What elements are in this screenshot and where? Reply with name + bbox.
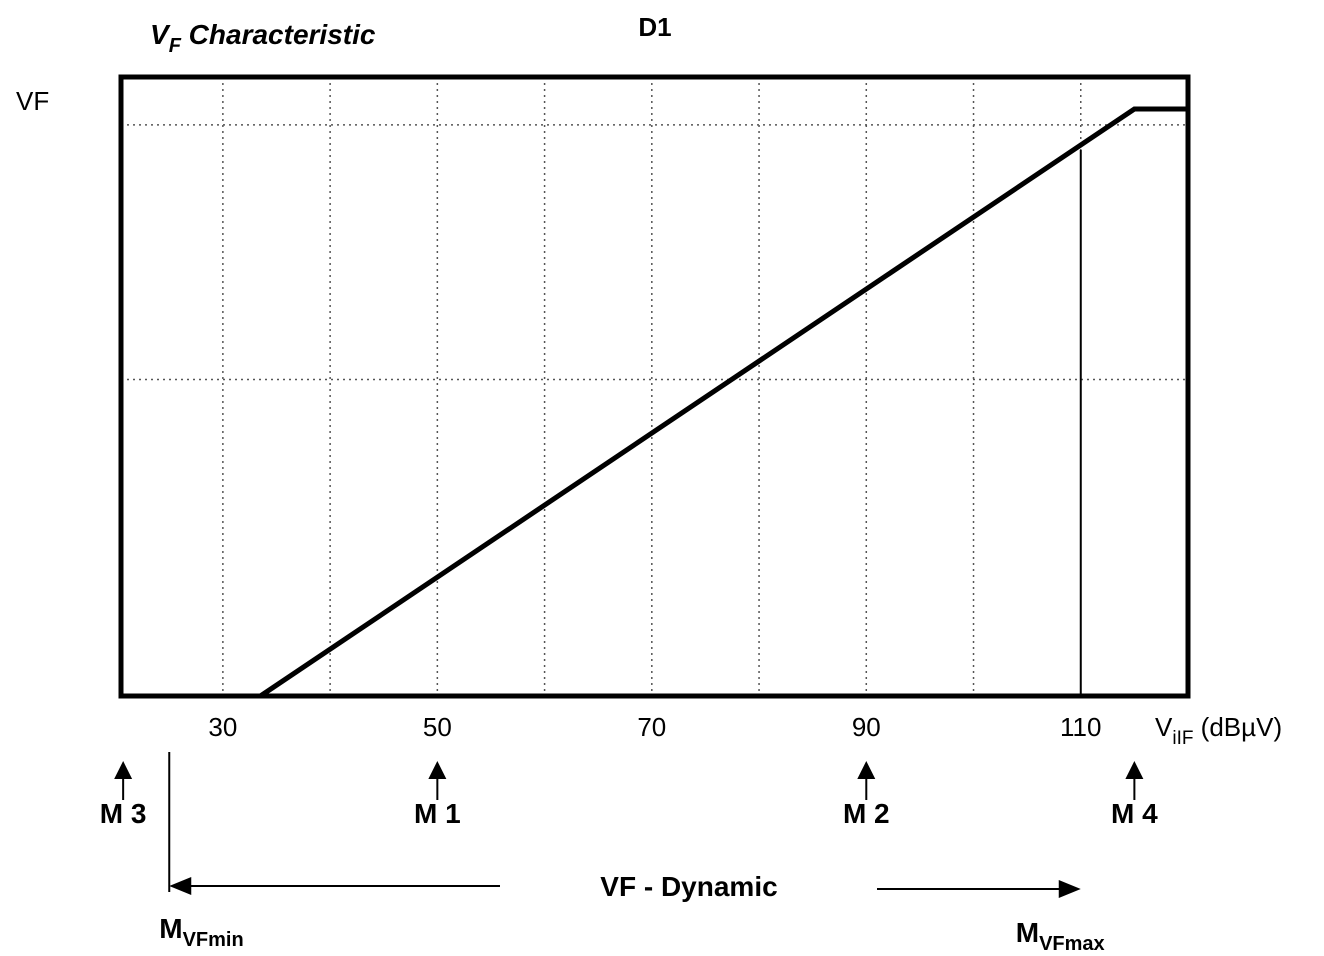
dynamic-right-arrowhead [1058,880,1081,898]
marker-arrows: M 3 M 1 M 2 M 4 [100,761,1158,829]
x-axis-label: ViIF (dBµV) [1155,712,1282,749]
chart-title-rest: Characteristic [181,19,376,50]
vf-min-label: MVFmin [159,913,243,951]
vf-min-label-sub: VFmin [183,929,244,951]
x-tick-label: 90 [852,712,881,742]
x-tick-label: 110 [1060,712,1101,742]
dynamic-label: VF - Dynamic [600,871,777,902]
dynamic-left-arrowhead [169,877,192,895]
x-axis-label-sub: iIF [1172,728,1193,749]
marker-arrow-head [1125,761,1144,779]
series-group [259,106,1188,699]
marker-label: M 4 [1111,798,1158,829]
x-axis-label-unit: (dBµV) [1193,712,1282,742]
x-axis-label-main: V [1155,712,1173,742]
marker-label: M 2 [843,798,890,829]
vf-max-label-main: M [1016,917,1039,948]
x-tick-label: 70 [637,712,666,742]
marker-label: M 3 [100,798,147,829]
dynamic-range: VF - Dynamic MVFmin MVFmax [159,752,1105,955]
x-tick-labels: 30 50 70 90 110 [208,712,1101,742]
marker-arrow-head [857,761,876,779]
device-label: D1 [638,12,671,42]
marker-arrow-head [114,761,133,779]
chart-title-main: V [150,19,171,50]
vf-max-label: MVFmax [1016,917,1105,955]
x-tick-label: 50 [423,712,452,742]
vf-max-label-sub: VFmax [1039,933,1105,955]
grid-lines [121,77,1188,696]
x-tick-label: 30 [208,712,237,742]
chart-title-sub: F [169,35,182,57]
vf-min-label-main: M [159,913,182,944]
plot-frame [118,74,1191,699]
marker-arrow-head [428,761,447,779]
marker-label: M 1 [414,798,461,829]
chart-title: VF Characteristic [150,19,376,57]
y-axis-label: VF [16,86,49,116]
series-line [259,106,1188,699]
